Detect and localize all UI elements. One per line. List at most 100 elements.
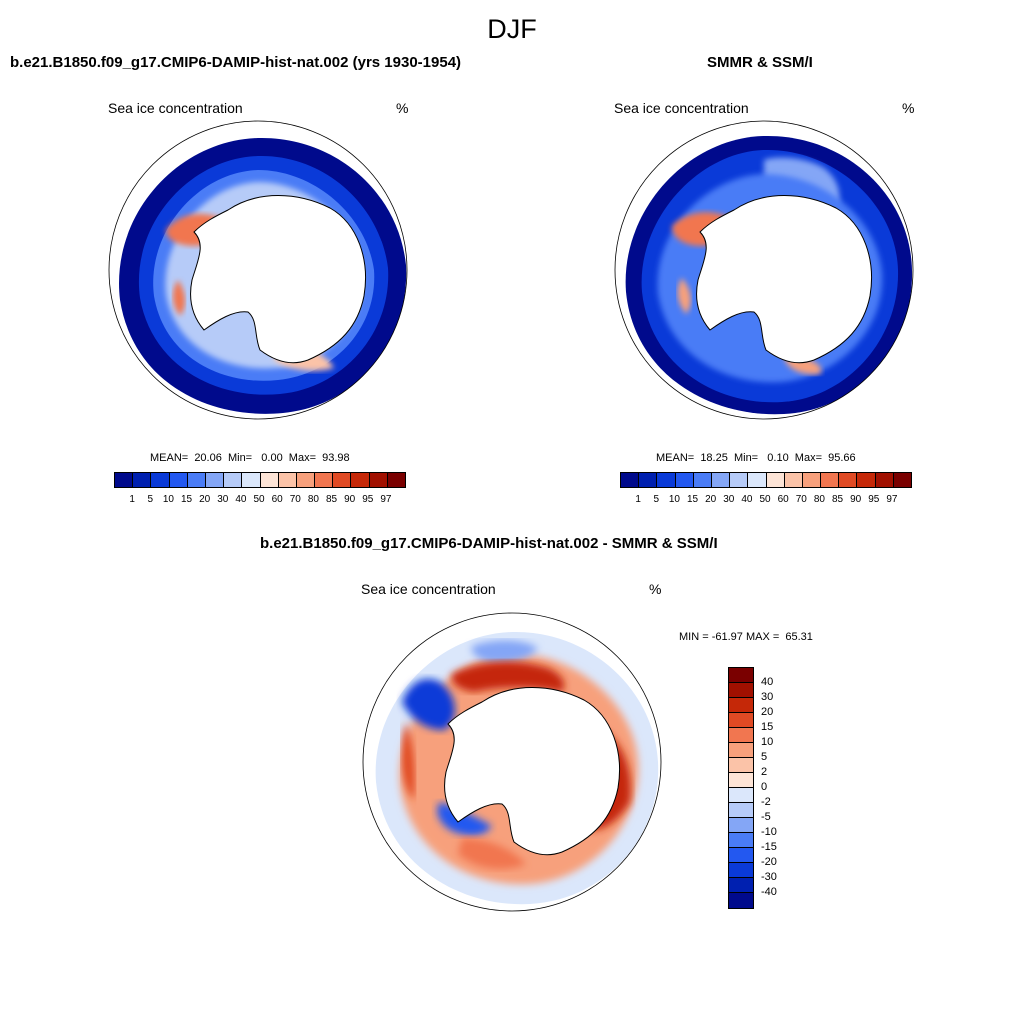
colorbar-swatch (115, 473, 134, 487)
colorbar-tick-label: 90 (344, 494, 356, 505)
colorbar-swatch (729, 713, 753, 728)
colorbar-swatch (802, 473, 822, 487)
colorbar-tick-label: 10 (761, 736, 774, 748)
model-panel-title: b.e21.B1850.f09_g17.CMIP6-DAMIP-hist-nat… (10, 54, 462, 71)
colorbar-tick-label: 10 (668, 494, 680, 505)
colorbar-tick-label: 50 (759, 494, 771, 505)
colorbar-swatch (151, 473, 170, 487)
colorbar-swatch (730, 473, 749, 487)
colorbar-swatch (729, 863, 753, 878)
colorbar-tick-label: -30 (761, 871, 777, 883)
colorbar-swatch (784, 473, 803, 487)
colorbar-tick-label: 2 (761, 766, 768, 778)
colorbar-swatch (729, 683, 753, 698)
obs-units-label: % (902, 100, 915, 116)
colorbar-swatch (333, 473, 352, 487)
colorbar-tick-label: 15 (761, 721, 774, 733)
diff-units-label: % (649, 581, 662, 597)
colorbar-swatch (875, 473, 894, 487)
diff-panel-title: b.e21.B1850.f09_g17.CMIP6-DAMIP-hist-nat… (260, 535, 718, 552)
obs-variable-label: Sea ice concentration (614, 100, 749, 116)
model-variable-label: Sea ice concentration (108, 100, 243, 116)
colorbar-swatch (766, 473, 785, 487)
colorbar-tick-label: 85 (831, 494, 844, 505)
colorbar-swatch (729, 818, 753, 833)
model-colorbar-ticks: 1 5 10 15 20 30 40 50 60 70 80 85 90 95 97 (114, 494, 404, 508)
colorbar-tick-label: 30 (723, 494, 735, 505)
colorbar-swatch (729, 668, 753, 683)
colorbar-swatch (729, 728, 753, 743)
colorbar-swatch (242, 473, 261, 487)
colorbar-tick-label: 10 (162, 494, 174, 505)
obs-polar-map (614, 120, 914, 420)
colorbar-swatch (729, 773, 753, 788)
model-stats: MEAN= 20.06 Min= 0.00 Max= 93.98 (150, 452, 350, 464)
colorbar-swatch (711, 473, 731, 487)
colorbar-swatch (893, 473, 911, 487)
colorbar-swatch (729, 833, 753, 848)
colorbar-swatch (729, 698, 753, 713)
colorbar-swatch (675, 473, 694, 487)
colorbar-swatch (729, 848, 753, 863)
colorbar-tick-label: 80 (813, 494, 825, 505)
colorbar-swatch (133, 473, 152, 487)
obs-colorbar-ticks: 1 5 10 15 20 30 40 50 60 70 80 85 90 95 97 (620, 494, 910, 508)
colorbar-tick-label: 0 (761, 781, 768, 793)
colorbar-tick-label: 5 (761, 751, 768, 763)
colorbar-tick-label: 85 (325, 494, 338, 505)
diff-polar-map (362, 612, 662, 912)
colorbar-swatch (857, 473, 876, 487)
colorbar-tick-label: 20 (761, 706, 774, 718)
figure-title: DJF (487, 14, 537, 44)
colorbar-tick-label: 60 (271, 494, 283, 505)
colorbar-tick-label: 20 (199, 494, 211, 505)
colorbar-tick-label: -40 (761, 886, 777, 898)
colorbar-tick-label: -5 (761, 811, 771, 823)
obs-stats: MEAN= 18.25 Min= 0.10 Max= 95.66 (656, 452, 856, 464)
colorbar-swatch (387, 473, 405, 487)
obs-panel-title: SMMR & SSM/I (707, 54, 813, 71)
colorbar-tick-label: 40 (235, 494, 247, 505)
diff-variable-label: Sea ice concentration (361, 581, 496, 597)
colorbar-swatch (729, 803, 753, 818)
colorbar-swatch (693, 473, 712, 487)
colorbar-swatch (839, 473, 858, 487)
colorbar-tick-label: -10 (761, 826, 777, 838)
colorbar-tick-label: 1 (129, 494, 135, 505)
colorbar-swatch (729, 758, 753, 773)
colorbar-swatch (278, 473, 297, 487)
colorbar-swatch (657, 473, 676, 487)
colorbar-swatch (205, 473, 225, 487)
colorbar-tick-label: 30 (217, 494, 229, 505)
colorbar-tick-label: 80 (307, 494, 319, 505)
colorbar-tick-label: -20 (761, 856, 777, 868)
colorbar-swatch (260, 473, 279, 487)
colorbar-swatch (369, 473, 388, 487)
colorbar-tick-label: -2 (761, 796, 771, 808)
colorbar-swatch (187, 473, 206, 487)
colorbar-tick-label: 40 (741, 494, 753, 505)
colorbar-swatch (169, 473, 188, 487)
colorbar-tick-label: 5 (653, 494, 660, 505)
colorbar-swatch (621, 473, 640, 487)
colorbar-swatch (729, 878, 753, 893)
colorbar-swatch (729, 893, 753, 908)
model-units-label: % (396, 100, 409, 116)
colorbar-swatch (296, 473, 316, 487)
colorbar-swatch (821, 473, 840, 487)
colorbar-swatch (639, 473, 658, 487)
colorbar-tick-label: 90 (850, 494, 862, 505)
colorbar-tick-label: 97 (380, 494, 392, 505)
colorbar-tick-label: 15 (686, 494, 699, 505)
colorbar-tick-label: 95 (868, 494, 880, 505)
colorbar-swatch (351, 473, 370, 487)
colorbar-swatch (729, 743, 753, 758)
colorbar-tick-label: 97 (886, 494, 898, 505)
model-polar-map (108, 120, 408, 420)
colorbar-swatch (729, 788, 753, 803)
diff-stats: MIN = -61.97 MAX = 65.31 (679, 631, 813, 643)
colorbar-tick-label: -15 (761, 841, 777, 853)
diff-colorbar (728, 667, 754, 909)
colorbar-tick-label: 1 (635, 494, 641, 505)
colorbar-tick-label: 60 (777, 494, 789, 505)
